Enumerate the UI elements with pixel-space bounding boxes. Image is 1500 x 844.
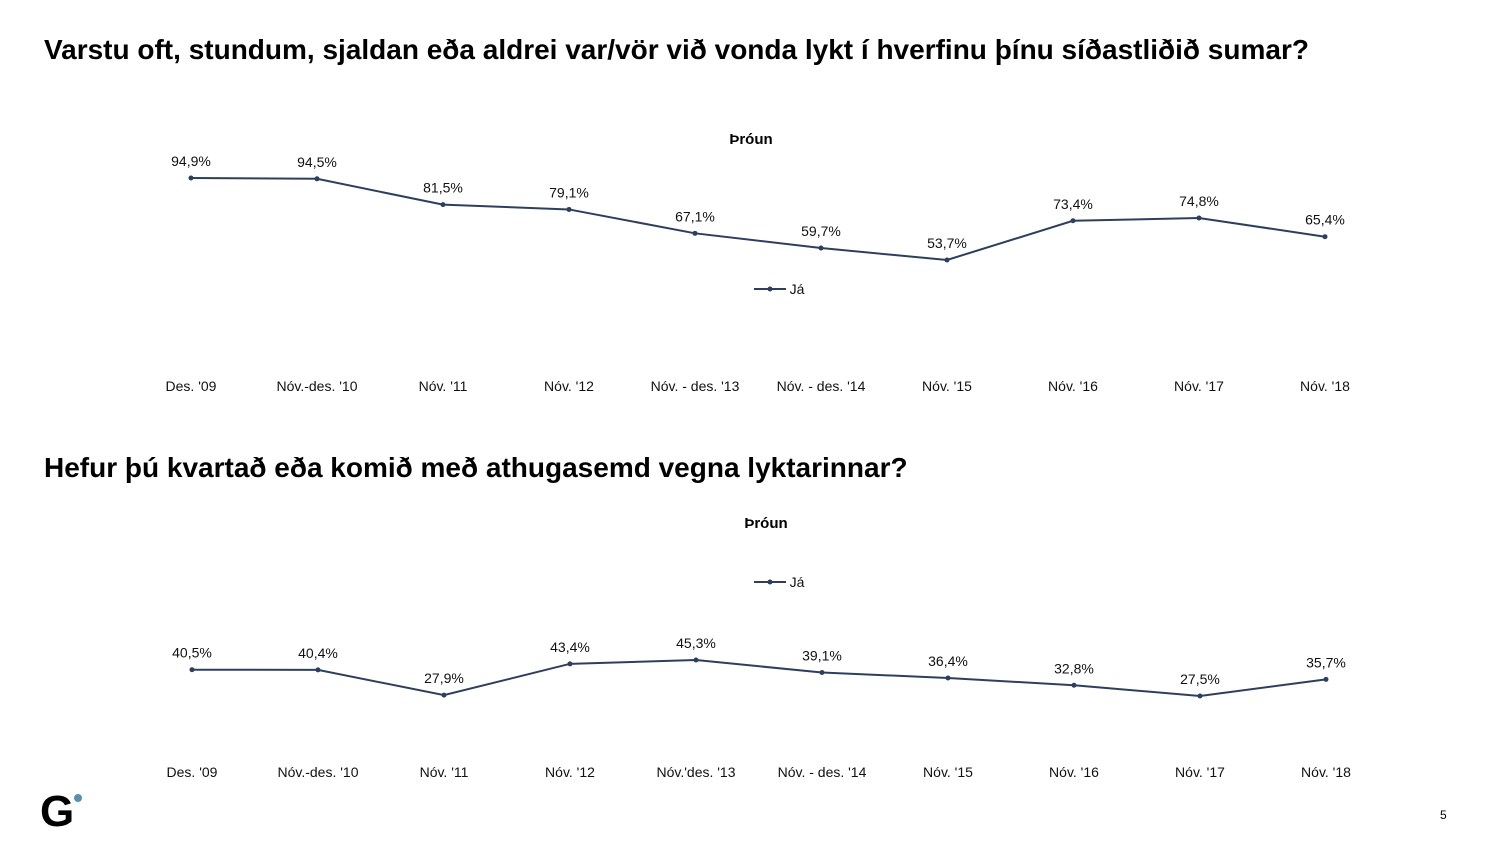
x-tick-label: Nóv. '12	[544, 378, 594, 394]
data-label: 94,9%	[171, 153, 211, 169]
data-label: 65,4%	[1305, 212, 1345, 228]
x-tick-label: Nóv. '11	[419, 378, 468, 394]
data-point	[819, 670, 825, 676]
data-label: 27,5%	[1180, 671, 1220, 687]
data-label: 39,1%	[802, 648, 842, 664]
x-tick-label: Nóv. '17	[1175, 764, 1225, 780]
x-tick-label: Nóv. - des. '14	[777, 378, 866, 394]
x-tick-label: Nóv. '15	[922, 378, 972, 394]
data-point	[1196, 215, 1202, 221]
logo-dot	[74, 794, 82, 802]
x-tick-label: Nóv. - des. '13	[651, 378, 740, 394]
chart-1: Þróun Já 94,9% Des. '09 94,5% Nóv.-des. '10…	[166, 131, 1351, 394]
data-label: 40,4%	[298, 645, 338, 661]
x-tick-label: Nóv. '17	[1174, 378, 1224, 394]
data-point	[818, 245, 824, 251]
x-tick-label: Nóv.-des. '10	[277, 764, 358, 780]
data-label: 40,5%	[172, 645, 212, 661]
x-tick-label: Nóv.'des. '13	[656, 764, 735, 780]
question-1-title: Varstu oft, stundum, sjaldan eða aldrei …	[44, 34, 1309, 65]
data-point	[692, 230, 698, 236]
data-label: 32,8%	[1054, 660, 1094, 676]
legend-marker	[767, 286, 773, 292]
x-tick-label: Nóv. '11	[420, 764, 469, 780]
data-point	[693, 657, 699, 663]
data-point	[1323, 676, 1329, 682]
series-line	[191, 658, 1327, 697]
data-point	[441, 692, 447, 698]
data-label: 27,9%	[424, 670, 464, 686]
data-label: 36,4%	[928, 653, 968, 669]
data-point	[944, 257, 950, 263]
data-point	[1197, 693, 1203, 699]
data-point	[315, 667, 321, 673]
x-tick-label: Nóv. '12	[545, 764, 595, 780]
data-label: 35,7%	[1306, 654, 1346, 670]
series-line	[190, 177, 1326, 262]
data-label: 45,3%	[676, 635, 716, 651]
legend-marker	[767, 579, 773, 585]
data-point	[188, 175, 194, 181]
chart-2-legend: Já	[754, 574, 805, 590]
data-point	[1322, 234, 1328, 240]
data-label: 53,7%	[927, 235, 967, 251]
data-label: 59,7%	[801, 223, 841, 239]
x-tick-label: Nóv. - des. '14	[778, 764, 867, 780]
x-tick-label: Nóv. '18	[1300, 378, 1350, 394]
data-label: 94,5%	[297, 154, 337, 170]
page-number: 5	[1440, 808, 1447, 822]
x-tick-label: Nóv. '16	[1048, 378, 1098, 394]
data-point	[1070, 218, 1076, 224]
x-tick-label: Nóv.-des. '10	[276, 378, 357, 394]
data-label: 67,1%	[675, 208, 715, 224]
x-tick-label: Des. '09	[167, 764, 218, 780]
data-point	[566, 206, 572, 212]
x-tick-label: Nóv. '16	[1049, 764, 1099, 780]
data-point	[189, 667, 195, 673]
chart-1-legend: Já	[754, 281, 805, 297]
x-tick-label: Nóv. '18	[1301, 764, 1351, 780]
data-point	[1071, 682, 1077, 688]
legend-label: Já	[790, 281, 805, 297]
data-label: 73,4%	[1053, 196, 1093, 212]
data-point	[567, 661, 573, 667]
data-point	[945, 675, 951, 681]
x-tick-label: Des. '09	[166, 378, 217, 394]
chart-2: Þróun Já 40,5% Des. '09 40,4% Nóv.-des. '10…	[167, 515, 1352, 780]
data-label: 74,8%	[1179, 193, 1219, 209]
legend-label: Já	[790, 574, 805, 590]
data-label: 81,5%	[423, 180, 463, 196]
x-tick-label: Nóv. '15	[923, 764, 973, 780]
chart-2-title: Þróun	[744, 515, 787, 532]
gallup-logo: G	[40, 787, 75, 836]
data-label: 43,4%	[550, 639, 590, 655]
question-2-title: Hefur þú kvartað eða komið með athugasem…	[44, 452, 908, 483]
chart-1-title: Þróun	[729, 131, 772, 148]
data-point	[314, 176, 320, 182]
data-point	[440, 202, 446, 208]
data-label: 79,1%	[549, 184, 589, 200]
